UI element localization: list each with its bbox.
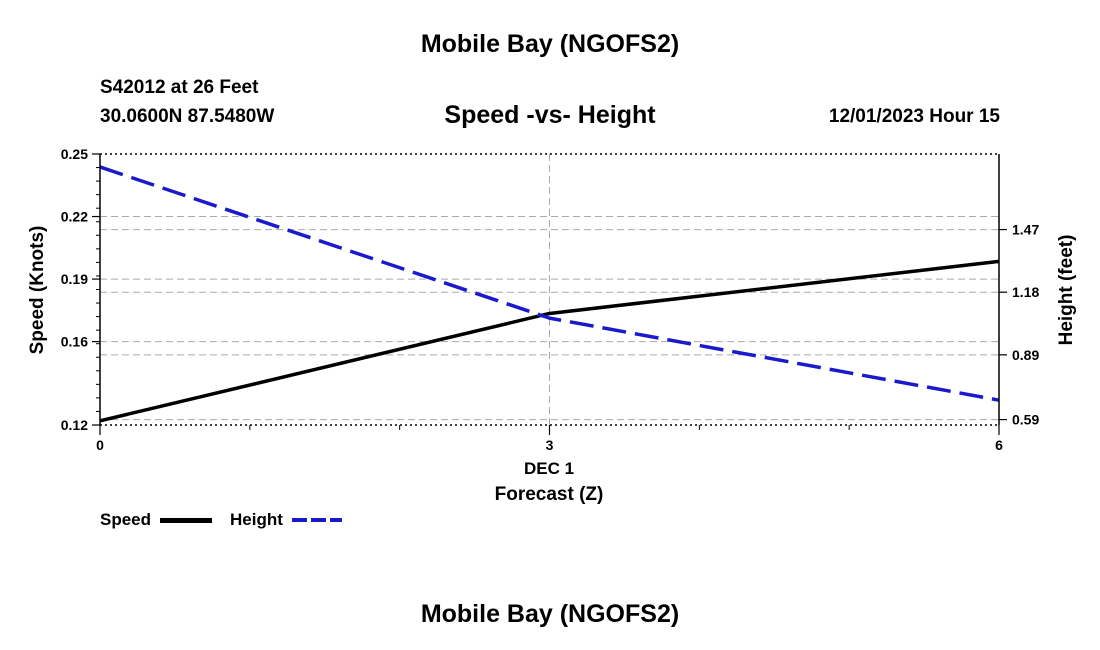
y-left-tick-label: 0.19 — [61, 271, 88, 287]
y-left-tick-label: 0.16 — [61, 334, 88, 350]
station-coords: 30.0600N 87.5480W — [100, 106, 275, 127]
x-axis: 0 3 6 — [96, 425, 1003, 453]
x-axis-date-label: DEC 1 — [524, 459, 574, 478]
x-tick-label: 6 — [995, 437, 1003, 453]
y-axis-right-title: Height (feet) — [1056, 235, 1077, 346]
station-label: S42012 at 26 Feet — [100, 77, 259, 98]
forecast-datetime: 12/01/2023 Hour 15 — [828, 106, 1000, 127]
legend-speed-label: Speed — [100, 510, 152, 529]
x-tick-label: 3 — [546, 437, 554, 453]
speed-height-chart: 0.25 0.22 0.19 0.16 0.12 1.47 1.18 0.89 0.59 0 3… — [27, 146, 1077, 505]
chart-grid — [100, 154, 999, 425]
y-right-tick-label: 0.89 — [1012, 347, 1039, 363]
y-axis-left: 0.25 0.22 0.19 0.16 0.12 — [61, 146, 100, 433]
legend-height-swatch — [292, 518, 342, 522]
y-left-tick-label: 0.12 — [61, 417, 88, 433]
chart-series — [99, 165, 1000, 423]
chart-title: Speed -vs- Height — [444, 101, 656, 129]
y-right-tick-label: 0.59 — [1012, 412, 1039, 428]
page-title: Mobile Bay (NGOFS2) — [420, 30, 680, 58]
footer-title: Mobile Bay (NGOFS2) — [420, 600, 680, 628]
y-axis-left-title: Speed (Knots) — [27, 226, 48, 355]
y-right-tick-label: 1.47 — [1012, 222, 1039, 238]
y-left-tick-label: 0.25 — [61, 146, 88, 162]
y-left-tick-label: 0.22 — [61, 209, 88, 225]
y-right-tick-label: 1.18 — [1012, 284, 1039, 300]
y-axis-right: 1.47 1.18 0.89 0.59 — [999, 222, 1039, 428]
legend-height-label: Height — [230, 510, 283, 529]
legend-speed-swatch — [160, 518, 212, 523]
x-tick-label: 0 — [96, 437, 104, 453]
x-axis-title: Forecast (Z) — [495, 484, 604, 505]
